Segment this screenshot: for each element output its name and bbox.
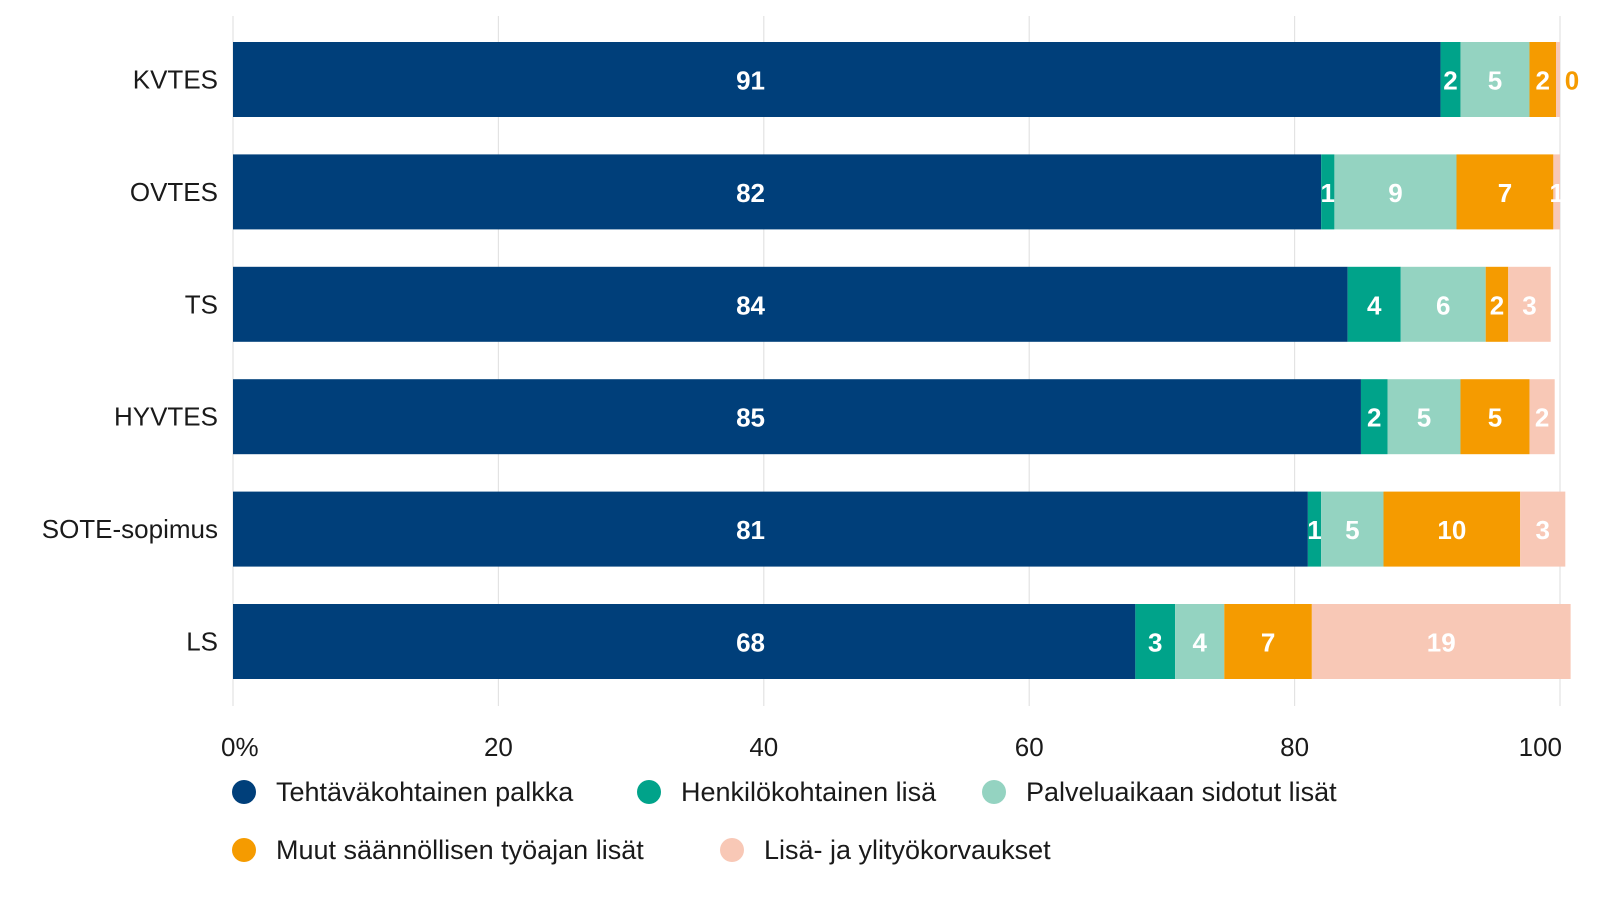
bar-segment: [1508, 266, 1551, 342]
legend-row-1: Tehtäväkohtainen palkka Henkilökohtainen…: [232, 772, 1432, 830]
bar-segment: [1387, 379, 1461, 455]
x-tick-label: 40: [749, 732, 778, 762]
data-label: 3: [1522, 290, 1536, 320]
legend-label: Lisä- ja ylityökorvaukset: [764, 834, 1051, 865]
data-label: 2: [1443, 66, 1457, 96]
legend-label: Tehtäväkohtainen palkka: [276, 776, 574, 807]
bar-segment: [1529, 379, 1555, 455]
data-label: 7: [1261, 628, 1275, 658]
y-axis-labels: KVTES OVTES TS HYVTES SOTE-sopimus LS: [42, 65, 218, 657]
bar-segment: [1135, 604, 1176, 679]
x-tick-label: 60: [1015, 732, 1044, 762]
bar-segment: [1347, 266, 1401, 342]
data-label: 68: [736, 628, 765, 658]
data-label: 7: [1498, 178, 1512, 208]
bar-segment: [233, 266, 1348, 342]
legend-item-henkilokohtainen: Henkilökohtainen lisä: [637, 772, 936, 812]
bar-segment: [1460, 42, 1530, 117]
data-label: 0: [1565, 66, 1579, 96]
bars: 91 2 5 2 082 1 9 7 184 4 6 2 385 2 5 5 281 1 5 10 368 3 4 7 19: [233, 42, 1579, 679]
data-label: 85: [736, 403, 765, 433]
data-label: 1: [1549, 178, 1563, 208]
legend-item-muut: Muut säännöllisen työajan lisät: [232, 830, 644, 870]
legend-item-palveluaikaan: Palveluaikaan sidotut lisät: [982, 772, 1337, 812]
category-label: KVTES: [133, 65, 218, 95]
legend-label: Henkilökohtainen lisä: [681, 776, 937, 807]
data-label: 91: [736, 66, 765, 96]
data-label: 10: [1437, 515, 1466, 545]
bar-segment: [233, 604, 1136, 679]
bar-segment: [1553, 154, 1560, 230]
bar-segment: [1485, 266, 1509, 342]
data-label: 84: [736, 290, 765, 320]
data-label: 6: [1436, 290, 1450, 320]
bar-segment: [1520, 491, 1566, 567]
data-label: 5: [1417, 403, 1431, 433]
bar-segment: [1556, 42, 1560, 117]
x-tick-label: 80: [1280, 732, 1309, 762]
x-tick-label: 0%: [221, 732, 259, 762]
category-label: OVTES: [130, 177, 218, 207]
data-label: 4: [1192, 628, 1207, 658]
legend-row-2: Muut säännöllisen työajan lisät Lisä- ja…: [232, 830, 1432, 888]
data-label: 3: [1148, 628, 1162, 658]
legend-item-lisa-ja-ylityo: Lisä- ja ylityökorvaukset: [720, 830, 1051, 870]
data-label: 3: [1536, 515, 1550, 545]
data-label: 82: [736, 178, 765, 208]
bar-segment: [1321, 491, 1384, 567]
x-tick-label: 100: [1519, 732, 1562, 762]
category-label: LS: [186, 627, 218, 657]
bar-segment: [1307, 491, 1322, 567]
x-tick-label: 20: [484, 732, 513, 762]
x-axis-ticks: 0% 20 40 60 80 100: [221, 732, 1562, 762]
legend: Tehtäväkohtainen palkka Henkilökohtainen…: [232, 772, 1432, 888]
legend-swatch: [720, 838, 744, 862]
bar-segment: [1440, 42, 1461, 117]
data-label: 2: [1490, 290, 1504, 320]
bar-segment: [1334, 154, 1457, 230]
data-label: 5: [1345, 515, 1359, 545]
bar-segment: [1311, 604, 1571, 679]
bar-segment: [1456, 154, 1554, 230]
legend-swatch: [232, 780, 256, 804]
data-label: 1: [1321, 178, 1335, 208]
bar-segment: [1321, 154, 1335, 230]
bar-segment: [1360, 379, 1388, 455]
data-label: 2: [1536, 66, 1550, 96]
data-label: 5: [1488, 66, 1502, 96]
bar-segment: [233, 42, 1441, 117]
legend-swatch: [232, 838, 256, 862]
bar-segment: [1400, 266, 1486, 342]
category-label: HYVTES: [114, 402, 218, 432]
data-label: 1: [1307, 515, 1321, 545]
legend-swatch: [637, 780, 661, 804]
legend-label: Palveluaikaan sidotut lisät: [1026, 776, 1337, 807]
data-label: 9: [1388, 178, 1402, 208]
bar-segment: [1460, 379, 1530, 455]
category-label: TS: [185, 289, 218, 319]
grid-lines: [232, 16, 1561, 706]
bar-segment: [1529, 42, 1557, 117]
data-label: 4: [1367, 290, 1382, 320]
category-label: SOTE-sopimus: [42, 514, 218, 544]
data-label: 5: [1488, 403, 1502, 433]
bar-segment: [1175, 604, 1225, 679]
stacked-bar-chart: 91 2 5 2 082 1 9 7 184 4 6 2 385 2 5 5 281 1 5 10 368 3 4 7 19 K…: [42, 16, 1579, 762]
bar-segment: [1224, 604, 1312, 679]
bar-segment: [1383, 491, 1521, 567]
data-label: 2: [1535, 403, 1549, 433]
bar-segment: [233, 379, 1361, 455]
bar-segment: [233, 154, 1322, 230]
data-label: 2: [1367, 403, 1381, 433]
legend-item-tehtavakohtainen: Tehtäväkohtainen palkka: [232, 772, 573, 812]
bar-segment: [233, 491, 1308, 567]
legend-swatch: [982, 780, 1006, 804]
data-label: 19: [1427, 628, 1456, 658]
data-label: 81: [736, 515, 765, 545]
legend-label: Muut säännöllisen työajan lisät: [276, 834, 644, 865]
